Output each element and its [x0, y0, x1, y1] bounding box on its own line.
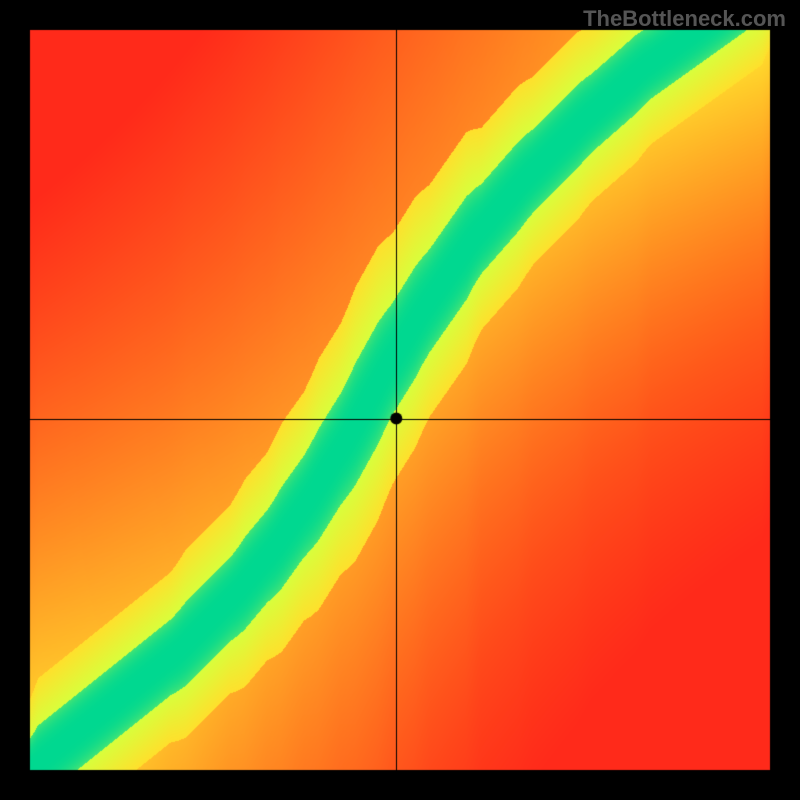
bottleneck-heatmap	[0, 0, 800, 800]
watermark-text: TheBottleneck.com	[583, 6, 786, 32]
